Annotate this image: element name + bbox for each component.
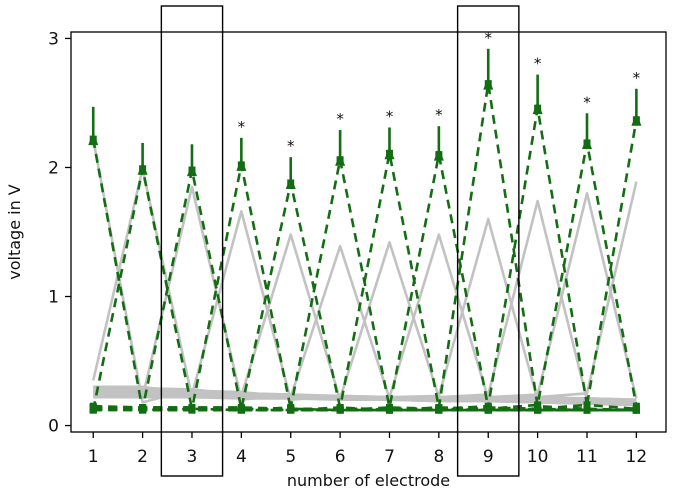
highlight-box-group xyxy=(160,5,520,477)
green-series-line-5 xyxy=(93,181,637,412)
y-tick-label: 3 xyxy=(48,29,59,49)
green-point-marker xyxy=(336,405,344,413)
significance-star-7: * xyxy=(386,107,394,125)
peak-marker-3 xyxy=(186,163,197,177)
significance-star-10: * xyxy=(534,55,542,73)
green-point-marker xyxy=(583,401,591,409)
x-tick-label: 1 xyxy=(88,447,99,467)
axes-group xyxy=(70,31,667,433)
x-tick-label: 9 xyxy=(483,447,494,467)
significance-star-5: * xyxy=(287,137,295,155)
peak-marker-11 xyxy=(581,135,592,149)
green-point-marker xyxy=(484,406,492,414)
x-tick-label: 10 xyxy=(527,447,549,467)
gray-series-group xyxy=(91,138,638,407)
y-tick-group: 0 1 2 3 xyxy=(48,29,71,437)
y-tick-label: 0 xyxy=(48,417,59,437)
significance-star-6: * xyxy=(336,110,344,128)
green-series-line-6 xyxy=(93,158,637,412)
green-point-marker xyxy=(139,403,147,411)
x-tick-label: 11 xyxy=(576,447,598,467)
peak-marker-1 xyxy=(88,132,99,146)
x-tick-label: 2 xyxy=(137,447,148,467)
green-series-line-9 xyxy=(93,82,637,412)
green-series-line-4 xyxy=(93,163,637,412)
x-tick-label: 6 xyxy=(335,447,346,467)
gray-series-line-23 xyxy=(93,191,638,400)
peak-marker-8 xyxy=(433,147,444,161)
green-point-marker xyxy=(385,405,393,413)
significance-star-11: * xyxy=(583,93,591,111)
green-series-group xyxy=(89,80,640,414)
peak-marker-5 xyxy=(285,175,296,189)
significance-group: * * * * * * * * * xyxy=(238,29,641,155)
x-axis-title: number of electrode xyxy=(287,471,450,490)
highlight-box-electrode-9 xyxy=(456,5,520,477)
significance-star-4: * xyxy=(238,118,246,136)
plot-frame xyxy=(70,31,667,433)
green-point-marker xyxy=(534,401,542,409)
y-tick-label: 2 xyxy=(48,158,59,178)
x-tick-label: 7 xyxy=(384,447,395,467)
significance-star-12: * xyxy=(633,69,641,87)
peak-marker-2 xyxy=(137,161,148,175)
peak-marker-10 xyxy=(532,101,543,115)
gray-series-line-24 xyxy=(93,181,638,402)
y-tick-label: 1 xyxy=(48,288,59,308)
x-tick-label: 5 xyxy=(285,447,296,467)
peak-marker-9 xyxy=(483,76,494,90)
green-point-marker xyxy=(534,405,542,413)
y-axis-title: voltage in V xyxy=(5,184,24,280)
peak-marker-4 xyxy=(236,157,247,171)
error-bar-group xyxy=(88,48,642,189)
gray-series-line-14 xyxy=(91,167,637,407)
green-point-marker xyxy=(287,405,295,413)
green-point-marker xyxy=(583,405,591,413)
green-point-marker xyxy=(89,402,97,410)
x-tick-label: 8 xyxy=(433,447,444,467)
green-series-line-7 xyxy=(93,151,637,412)
green-point-marker xyxy=(237,403,245,411)
x-tick-label: 4 xyxy=(236,447,247,467)
green-point-marker xyxy=(435,405,443,413)
significance-star-9: * xyxy=(484,29,492,47)
green-point-marker xyxy=(188,403,196,411)
peak-marker-6 xyxy=(335,152,346,166)
peak-marker-12 xyxy=(631,112,642,126)
x-tick-label: 12 xyxy=(626,447,648,467)
x-tick-group: 1 2 3 4 5 6 7 8 9 10 11 12 xyxy=(88,432,647,467)
peak-marker-7 xyxy=(384,146,395,160)
x-tick-label: 3 xyxy=(187,447,198,467)
significance-star-8: * xyxy=(435,106,443,124)
green-series-line-12 xyxy=(93,119,638,412)
gray-series-line-22 xyxy=(93,199,637,402)
green-point-marker xyxy=(632,402,640,410)
highlight-box-electrode-3 xyxy=(160,5,224,477)
